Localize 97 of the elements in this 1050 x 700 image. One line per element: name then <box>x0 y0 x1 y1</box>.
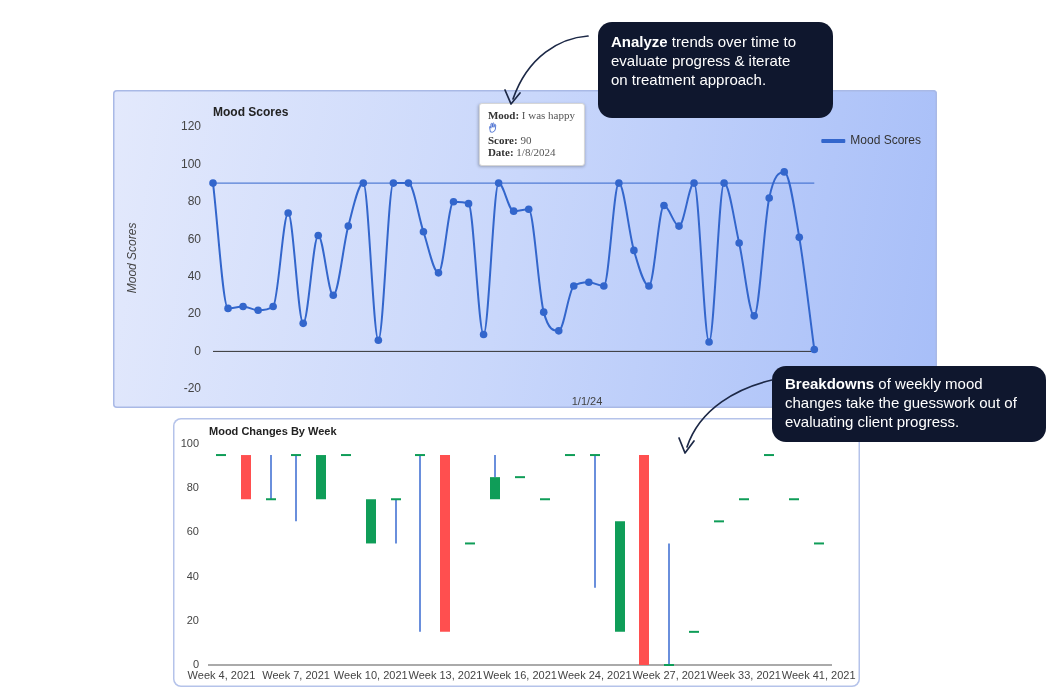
x-tick-label: Week 27, 2021 <box>632 668 707 681</box>
y-tick-label: 100 <box>180 437 199 450</box>
x-tick-label: Week 4, 2021 <box>187 668 256 681</box>
point <box>359 179 368 187</box>
y-tick-label: 80 <box>187 194 202 209</box>
y-tick-label: 120 <box>180 119 202 134</box>
candlestick <box>714 520 724 523</box>
candlestick <box>789 498 799 501</box>
point <box>494 179 503 187</box>
y-tick-label: -20 <box>183 381 202 396</box>
candlestick <box>391 498 401 545</box>
point <box>479 330 488 339</box>
candlestick <box>615 521 625 632</box>
point <box>254 306 262 315</box>
chart-title: Mood Scores <box>213 105 289 120</box>
candlestick <box>739 498 749 501</box>
point <box>630 246 638 255</box>
candlestick <box>366 499 376 544</box>
candlestick <box>590 454 600 589</box>
y-tick-label: 40 <box>187 268 202 283</box>
point <box>675 222 683 230</box>
annotation: Breakdowns of weekly mood changes take the guesswork out of evaluating client progress. <box>785 374 1018 431</box>
candlestick <box>266 454 276 501</box>
point <box>434 269 443 277</box>
point <box>810 345 819 354</box>
candlestick <box>814 542 824 545</box>
point <box>374 336 383 344</box>
point <box>585 278 593 287</box>
chart-title: Mood Changes By Week <box>209 425 338 438</box>
x-tick-label: Week 16, 2021 <box>483 668 557 681</box>
point <box>645 282 653 290</box>
x-tick-label: Week 13, 2021 <box>408 668 483 681</box>
point <box>600 282 608 290</box>
point <box>344 222 353 230</box>
annotation: Mood: I was happy Score: 90 Date: 1/8/2024 <box>487 109 575 159</box>
candlestick <box>490 454 500 500</box>
point <box>765 194 773 202</box>
point <box>750 312 758 320</box>
point <box>209 179 217 187</box>
candlestick <box>764 454 774 457</box>
candlestick <box>465 542 475 545</box>
candlestick <box>565 454 575 457</box>
point <box>314 231 323 240</box>
point <box>224 304 232 313</box>
text: 1/1/24 <box>571 395 603 407</box>
x-tick-label: Week 24, 2021 <box>557 668 632 681</box>
candlestick <box>341 454 351 457</box>
y-tick-label: 0 <box>192 658 199 671</box>
point <box>615 179 623 187</box>
candlestick <box>639 455 649 665</box>
point <box>720 179 728 187</box>
point <box>735 239 743 247</box>
point <box>524 205 533 214</box>
y-tick-label: 20 <box>186 613 199 626</box>
point <box>269 302 277 311</box>
point <box>419 227 428 236</box>
point <box>464 199 473 208</box>
text: Analyze trends over time to evaluate progress & iterate on treatment approach. <box>611 32 798 89</box>
y-tick-label: 100 <box>180 156 202 171</box>
point <box>239 302 247 311</box>
point <box>284 209 292 217</box>
candlestick <box>664 542 674 666</box>
candlestick <box>440 455 450 632</box>
point <box>780 168 789 176</box>
y-tick-label: 40 <box>186 569 199 582</box>
y-tick-label: 0 <box>194 343 202 358</box>
y-tick-label: 20 <box>187 306 202 321</box>
x-tick-label: Week 33, 2021 <box>707 668 781 681</box>
point <box>705 338 713 346</box>
y-tick-label: 60 <box>187 231 202 246</box>
y-tick-label: 80 <box>186 481 199 494</box>
point <box>795 233 804 242</box>
point <box>449 198 458 206</box>
x-tick-label: Week 41, 2021 <box>781 668 856 681</box>
point <box>404 179 413 187</box>
point <box>569 282 578 290</box>
candlestick <box>515 476 525 479</box>
legend-label: Mood Scores <box>850 133 921 148</box>
x-tick-label: Week 7, 2021 <box>262 668 330 681</box>
point <box>299 319 307 328</box>
candlestick <box>216 454 226 457</box>
point <box>660 201 668 210</box>
candlestick <box>316 455 326 500</box>
y-tick-label: 60 <box>186 525 199 538</box>
candlestick <box>291 454 301 523</box>
candlestick <box>241 455 251 500</box>
candlestick <box>415 454 425 633</box>
candlestick <box>540 498 550 501</box>
x-tick-label: Week 10, 2021 <box>333 668 408 681</box>
y-axis-title: Mood Scores <box>124 222 139 294</box>
point <box>539 308 548 316</box>
candlestick <box>689 630 699 633</box>
point <box>509 207 518 215</box>
point <box>389 179 398 187</box>
point <box>554 327 563 335</box>
point <box>329 291 338 300</box>
point <box>690 179 698 187</box>
